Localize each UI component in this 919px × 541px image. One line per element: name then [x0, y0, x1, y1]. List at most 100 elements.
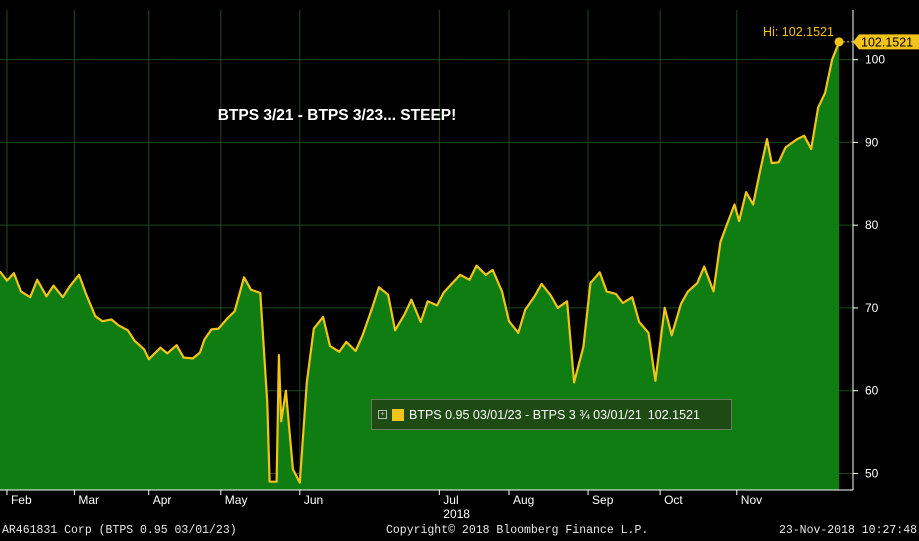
data-point — [127, 329, 129, 332]
data-point — [777, 161, 780, 164]
data-point — [745, 191, 747, 193]
legend[interactable]: + BTPS 0.95 03/01/23 - BTPS 3 ¾ 03/01/21… — [371, 399, 732, 430]
data-point — [110, 318, 113, 321]
data-point — [475, 264, 478, 267]
data-point — [210, 328, 213, 331]
data-point — [175, 344, 178, 347]
data-point — [166, 352, 169, 355]
data-point — [598, 271, 601, 274]
data-point — [810, 148, 812, 150]
data-point — [468, 279, 471, 281]
data-point — [403, 313, 406, 316]
data-point — [117, 324, 120, 327]
y-tick-label: 80 — [865, 218, 879, 232]
data-point — [582, 346, 585, 348]
data-point — [410, 298, 413, 301]
high-dot — [834, 37, 844, 47]
data-point — [192, 357, 194, 360]
data-point — [738, 220, 740, 222]
data-point — [338, 351, 341, 353]
data-point — [524, 308, 527, 311]
data-point — [280, 420, 283, 423]
data-point — [233, 310, 236, 313]
area-fill — [0, 41, 840, 491]
data-point — [199, 351, 201, 354]
data-point — [243, 276, 245, 279]
x-tick-label: Mar — [78, 493, 99, 507]
x-tick-label: Feb — [11, 493, 32, 507]
data-point — [299, 481, 301, 484]
data-point — [540, 283, 543, 285]
data-point — [436, 304, 438, 307]
data-point — [0, 270, 1, 273]
data-point — [182, 356, 185, 359]
data-point — [268, 480, 271, 483]
data-point — [622, 302, 624, 304]
data-point — [533, 295, 536, 298]
data-point — [13, 272, 15, 275]
x-year-label: 2018 — [443, 507, 470, 521]
x-tick-label: Jun — [304, 493, 323, 507]
data-point — [508, 320, 510, 323]
data-point — [322, 316, 324, 318]
y-tick-label: 70 — [865, 301, 879, 315]
data-point — [159, 346, 162, 349]
data-point — [663, 307, 666, 309]
x-tick-label: Nov — [741, 493, 762, 507]
data-point — [766, 138, 768, 140]
data-point — [45, 295, 48, 298]
footer-timestamp: 23-Nov-2018 10:27:48 — [778, 524, 917, 537]
x-tick-label: May — [225, 493, 248, 507]
y-axis: 50 60 70 80 90 100 — [852, 10, 885, 490]
data-point — [94, 315, 97, 318]
data-point — [631, 296, 633, 299]
data-point — [259, 292, 262, 294]
data-point — [615, 293, 617, 295]
high-marker: Hi: 102.1521 102.1521 — [763, 25, 919, 50]
data-point — [134, 340, 136, 342]
legend-series-value: 102.1521 — [647, 407, 700, 422]
data-point — [68, 285, 71, 288]
data-point — [78, 274, 80, 276]
data-point — [143, 348, 145, 351]
data-point — [62, 296, 64, 299]
data-point — [517, 332, 520, 334]
data-point — [687, 290, 689, 293]
data-point — [733, 203, 736, 206]
y-tick-label: 90 — [865, 135, 879, 149]
data-point — [680, 303, 682, 305]
x-tick-label: Sep — [592, 493, 614, 507]
data-point — [361, 334, 364, 337]
data-point — [654, 380, 657, 382]
data-point — [394, 329, 396, 332]
data-point — [784, 146, 787, 149]
x-tick-label: Aug — [513, 493, 534, 507]
expand-icon[interactable]: + — [378, 410, 387, 419]
series-line — [0, 41, 841, 484]
data-point — [443, 291, 445, 294]
data-point — [824, 92, 826, 94]
chart-title: BTPS 3/21 - BTPS 3/23... STEEP! — [218, 107, 457, 124]
data-point — [419, 321, 422, 323]
data-point — [589, 282, 592, 284]
legend-swatch — [392, 408, 404, 421]
data-point — [371, 308, 373, 310]
data-point — [719, 240, 722, 243]
data-point — [148, 358, 150, 361]
data-point — [101, 320, 104, 323]
data-point — [605, 290, 608, 293]
data-point — [227, 317, 229, 319]
last-price-label: 102.1521 — [861, 35, 913, 49]
data-point — [703, 265, 705, 268]
data-point — [29, 296, 32, 299]
data-point — [566, 300, 568, 303]
data-point — [729, 216, 731, 218]
data-point — [485, 274, 487, 276]
data-point — [696, 282, 699, 284]
y-tick-label: 50 — [865, 466, 879, 480]
data-point — [770, 162, 773, 164]
legend-series-name: BTPS 0.95 03/01/23 - BTPS 3 ¾ 03/01/21 — [409, 407, 642, 422]
footer-copyright: Copyright© 2018 Bloomberg Finance L.P. — [386, 524, 649, 537]
last-price-tag — [853, 34, 919, 50]
